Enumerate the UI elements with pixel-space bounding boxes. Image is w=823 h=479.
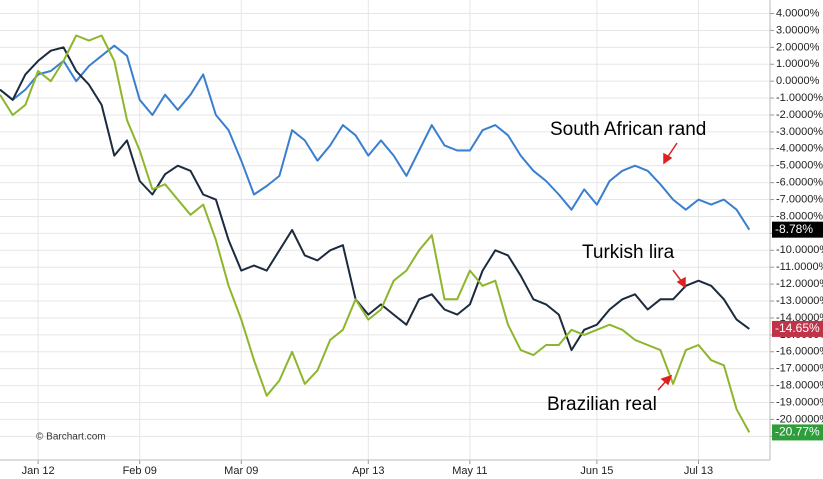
y-tick-label: -13.0000% [776, 295, 823, 307]
series-label: South African rand [550, 119, 706, 140]
y-tick-label: 3.0000% [776, 24, 820, 36]
y-tick-label: -10.0000% [776, 244, 823, 256]
y-tick-label: 2.0000% [776, 41, 820, 53]
y-tick-label: -19.0000% [776, 396, 823, 408]
y-tick-label: 1.0000% [776, 58, 820, 70]
series-line [0, 34, 751, 433]
x-tick-label: Jul 13 [684, 465, 713, 477]
value-label: -14.65% [775, 321, 820, 335]
x-tick-label: Apr 13 [352, 465, 384, 477]
y-tick-label: -8.0000% [776, 210, 823, 222]
x-tick-label: Mar 09 [224, 465, 258, 477]
series-line [0, 44, 751, 231]
y-tick-label: -20.0000% [776, 413, 823, 425]
series-label: Brazilian real [547, 394, 657, 415]
series-line [0, 46, 750, 352]
value-label: -20.77% [775, 425, 820, 439]
arrows [657, 142, 686, 391]
y-tick-label: -6.0000% [776, 177, 823, 189]
source: © Barchart.com [36, 432, 106, 443]
y-tick-label: -3.0000% [776, 126, 823, 138]
y-tick-label: 0.0000% [776, 75, 820, 87]
y-tick-label: -17.0000% [776, 363, 823, 375]
y-tick-label: -18.0000% [776, 379, 823, 391]
series-label: Turkish lira [582, 242, 675, 263]
y-tick-label: -7.0000% [776, 193, 823, 205]
y-tick-label: -5.0000% [776, 160, 823, 172]
x-tick-label: May 11 [452, 465, 487, 477]
y-tick-label: -2.0000% [776, 109, 823, 121]
y-tick-label: -11.0000% [776, 261, 823, 273]
y-tick-label: -4.0000% [776, 143, 823, 155]
value-badge [772, 320, 823, 337]
value-label: -8.78% [775, 222, 813, 236]
x-tick-label: Feb 09 [123, 465, 157, 477]
y-tick-label: -14.0000% [776, 312, 823, 324]
y-tick-label: 4.0000% [776, 7, 820, 19]
y-tick-label: -16.0000% [776, 346, 823, 358]
y-tick-label: -12.0000% [776, 278, 823, 290]
y-tick-label: -1.0000% [776, 92, 823, 104]
value-badge [772, 221, 823, 238]
x-tick-label: Jan 12 [22, 465, 55, 477]
x-tick-label: Jun 15 [580, 465, 613, 477]
value-badge [772, 424, 823, 441]
